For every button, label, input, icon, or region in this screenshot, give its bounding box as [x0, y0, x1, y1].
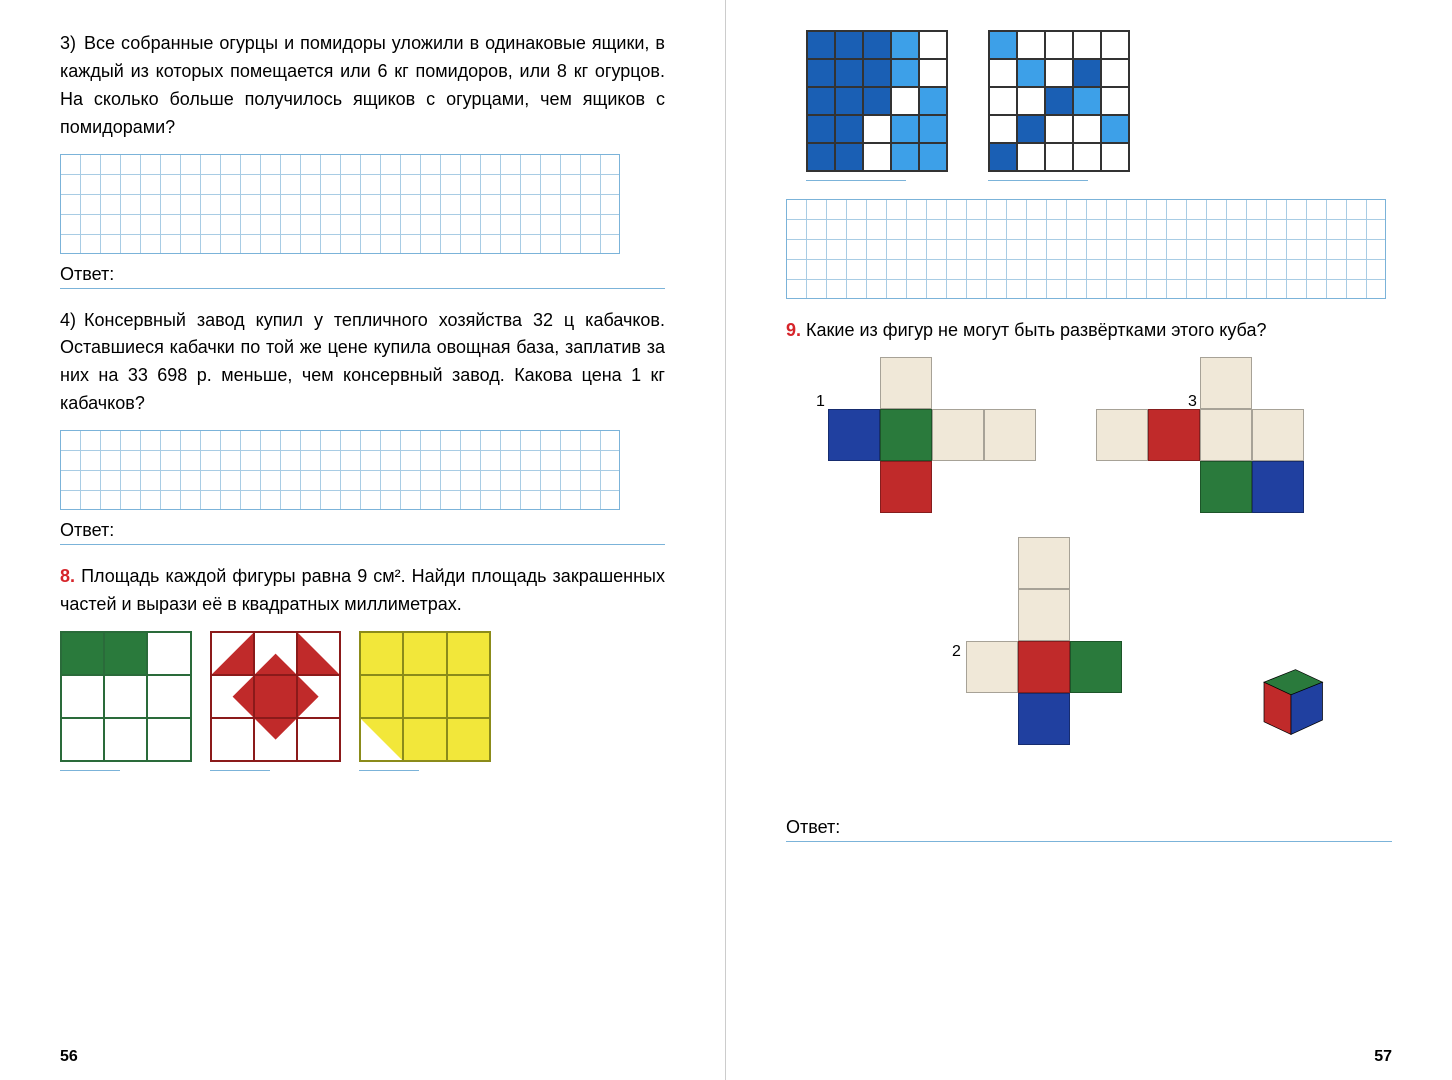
problem-9-text: Какие из фигур не могут быть развёртками…	[806, 320, 1266, 340]
answer-line-9[interactable]: Ответ:	[786, 817, 1392, 842]
nets-container: 1 3 2	[786, 357, 1392, 817]
problem-4: 4)Консервный завод купил у тепличного хо…	[60, 307, 665, 419]
problem-9-num: 9.	[786, 320, 801, 340]
figure-8-row	[60, 631, 665, 772]
page-left: 3)Все собранные огурцы и помидоры уложил…	[0, 0, 726, 1080]
problem-4-label: 4)	[60, 307, 76, 335]
blue-fig-b	[988, 30, 1130, 172]
blue-fig-a-wrap	[806, 30, 948, 181]
fig-8c	[359, 631, 491, 763]
answer-line-4[interactable]: Ответ:	[60, 520, 665, 545]
page-number-left: 56	[60, 1048, 78, 1066]
fig-8a-wrap	[60, 631, 192, 772]
problem-3-text: Все собранные огурцы и помидоры уложили …	[60, 33, 665, 137]
net-2-label: 2	[952, 643, 961, 661]
cube-icon	[1246, 657, 1336, 747]
fig-8b-line[interactable]	[210, 770, 270, 771]
problem-8-text: Площадь каждой фигуры равна 9 см². Найди…	[60, 566, 665, 614]
net-1-label: 1	[816, 393, 825, 411]
fig-8b-wrap	[210, 631, 342, 772]
work-grid-3[interactable]	[60, 154, 620, 254]
answer-line-3[interactable]: Ответ:	[60, 264, 665, 289]
blue-fig-a	[806, 30, 948, 172]
net-1	[828, 357, 1036, 513]
fig-8a	[60, 631, 192, 763]
fig-8a-line[interactable]	[60, 770, 120, 771]
blue-figures	[806, 30, 1392, 181]
problem-8: 8. Площадь каждой фигуры равна 9 см². На…	[60, 563, 665, 619]
problem-3: 3)Все собранные огурцы и помидоры уложил…	[60, 30, 665, 142]
problem-4-text: Консервный завод купил у тепличного хозя…	[60, 310, 665, 414]
fig-8c-wrap	[359, 631, 491, 772]
blue-b-line[interactable]	[988, 180, 1088, 181]
work-grid-4[interactable]	[60, 430, 620, 510]
net-2	[966, 537, 1122, 745]
problem-3-label: 3)	[60, 30, 76, 58]
problem-8-num: 8.	[60, 566, 75, 586]
net-3	[1096, 357, 1304, 513]
work-grid-right[interactable]	[786, 199, 1386, 299]
fig-8b	[210, 631, 342, 763]
blue-a-line[interactable]	[806, 180, 906, 181]
problem-9: 9. Какие из фигур не могут быть развёртк…	[786, 317, 1392, 345]
fig-8c-line[interactable]	[359, 770, 419, 771]
page-number-right: 57	[1374, 1048, 1392, 1066]
blue-fig-b-wrap	[988, 30, 1130, 181]
page-right: 9. Какие из фигур не могут быть развёртк…	[726, 0, 1452, 1080]
